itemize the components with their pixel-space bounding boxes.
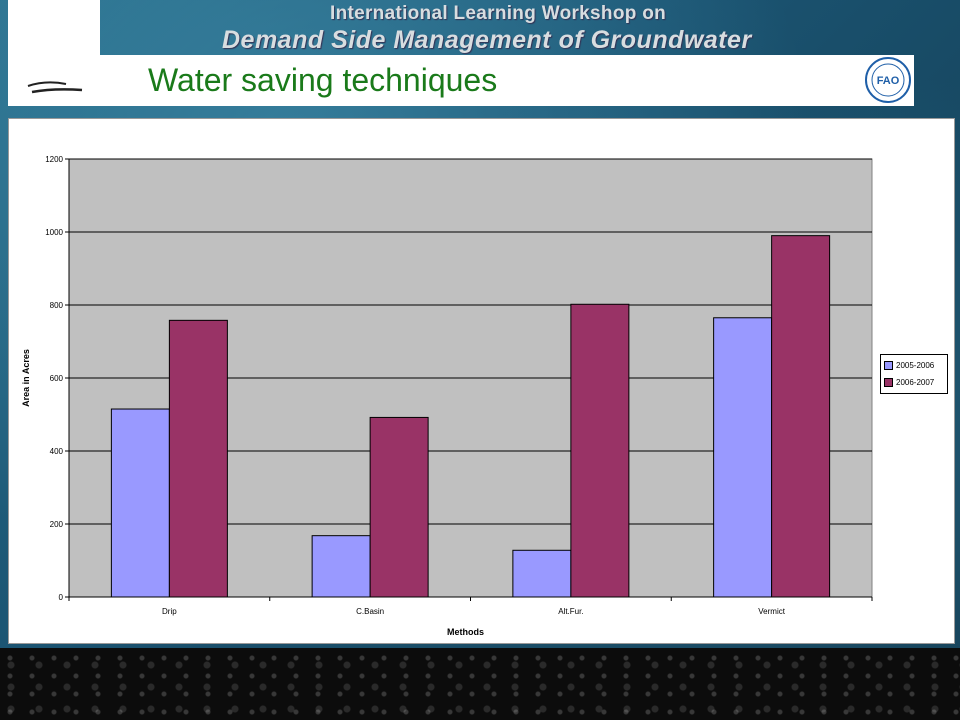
bar-chart: 0 200 400 600 800 1000 1200 Drip C.Basin Alt.Fur.… <box>21 155 873 637</box>
swoosh-logo-icon <box>27 81 83 94</box>
x-tick-label: Alt.Fur. <box>558 607 583 616</box>
y-tick-label: 200 <box>50 520 64 529</box>
slide-title: Water saving techniques <box>148 62 498 98</box>
header-tab <box>8 0 100 60</box>
x-tick-label: C.Basin <box>356 607 384 616</box>
legend-swatch-2005 <box>884 360 893 370</box>
y-tick-label: 800 <box>50 301 64 310</box>
legend-label-2005: 2005-2006 <box>896 360 935 370</box>
decorative-bottom-strip <box>0 648 960 720</box>
bar-2005-2006-Alt.Fur. <box>512 549 572 598</box>
fao-logo-text: FAO <box>877 75 900 87</box>
bar-2006-2007-Drip <box>168 319 228 598</box>
bar-2005-2006-C.Basin <box>311 535 371 598</box>
y-tick-label: 600 <box>50 374 64 383</box>
header-banner <box>8 55 914 106</box>
legend-label-2006: 2006-2007 <box>896 377 935 387</box>
chart-frame: 0 200 400 600 800 1000 1200 Drip C.Basin Alt.Fur.… <box>8 118 955 644</box>
y-tick-label: 0 <box>59 593 64 602</box>
legend-item-2005: 2005-2006 <box>884 358 934 372</box>
x-axis-title: Methods <box>447 627 484 637</box>
legend-swatch-2006 <box>884 377 893 387</box>
chart-legend: 2005-2006 2006-2007 <box>880 354 948 394</box>
workshop-title-line1: International Learning Workshop on <box>330 3 667 24</box>
bar-2006-2007-Alt.Fur. <box>570 303 630 598</box>
y-axis-title: Area in Acres <box>21 349 31 407</box>
x-tick-label: Vermict <box>758 607 785 616</box>
x-tick-label: Drip <box>162 607 177 616</box>
legend-item-2006: 2006-2007 <box>884 375 934 389</box>
bar-2006-2007-Vermict <box>771 235 831 598</box>
y-tick-label: 1000 <box>45 228 63 237</box>
y-tick-label: 1200 <box>45 155 63 164</box>
bar-2006-2007-C.Basin <box>369 416 429 598</box>
fao-logo-icon: FAO <box>865 57 911 103</box>
bar-2005-2006-Drip <box>110 408 170 598</box>
y-tick-label: 400 <box>50 447 64 456</box>
workshop-title-line2: Demand Side Management of Groundwater <box>222 26 752 54</box>
bar-2005-2006-Vermict <box>713 317 773 598</box>
